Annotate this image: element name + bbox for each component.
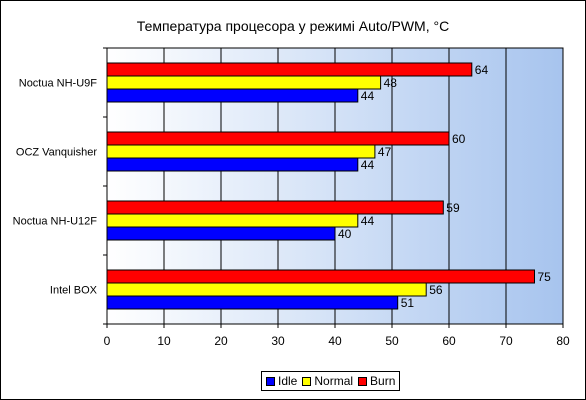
category-label: Noctua NH-U12F xyxy=(13,216,98,228)
x-tick-label: 40 xyxy=(328,334,342,348)
data-label: 64 xyxy=(475,63,489,77)
chart-legend: Idle Normal Burn xyxy=(261,371,401,391)
bar-idle xyxy=(106,88,359,103)
data-label: 40 xyxy=(338,227,352,241)
bar-normal xyxy=(106,213,359,228)
legend-label: Idle xyxy=(278,374,298,388)
legend-label: Burn xyxy=(370,374,396,388)
x-tick-label: 0 xyxy=(104,334,111,348)
bar-normal xyxy=(106,75,382,90)
legend-swatch xyxy=(266,376,275,386)
legend-swatch xyxy=(358,376,368,386)
data-label: 75 xyxy=(538,270,552,284)
x-tick-label: 20 xyxy=(214,334,228,348)
chart-title: Температура процесора у режимі Auto/PWM,… xyxy=(136,18,450,34)
legend-item-idle: Idle xyxy=(266,374,297,388)
bar-idle xyxy=(106,295,399,310)
data-label: 48 xyxy=(384,76,398,90)
x-tick-label: 50 xyxy=(385,334,399,348)
x-tick-label: 60 xyxy=(442,334,456,348)
legend-item-burn: Burn xyxy=(358,374,395,388)
data-label: 44 xyxy=(361,214,375,228)
x-tick-label: 80 xyxy=(556,334,570,348)
data-label: 56 xyxy=(429,283,443,297)
bar-burn xyxy=(106,200,444,215)
category-label: Noctua NH-U9F xyxy=(19,78,98,90)
x-tick-label: 30 xyxy=(271,334,285,348)
data-label: 59 xyxy=(446,201,460,215)
legend-label: Normal xyxy=(314,374,354,388)
x-tick-label: 70 xyxy=(499,334,513,348)
data-label: 60 xyxy=(452,132,466,146)
legend-swatch xyxy=(302,376,312,386)
legend-item-normal: Normal xyxy=(302,374,353,388)
data-label: 47 xyxy=(378,145,392,159)
bar-normal xyxy=(106,282,427,297)
bar-burn xyxy=(106,269,535,284)
x-tick-label: 10 xyxy=(157,334,171,348)
bar-idle xyxy=(106,226,336,241)
bar-idle xyxy=(106,157,359,172)
data-label: 44 xyxy=(361,89,375,103)
category-label: Intel BOX xyxy=(50,285,98,297)
bar-burn xyxy=(106,131,450,146)
data-label: 44 xyxy=(361,158,375,172)
data-label: 51 xyxy=(401,296,415,310)
bar-normal xyxy=(106,144,376,159)
category-label: OCZ Vanquisher xyxy=(16,147,97,159)
bar-burn xyxy=(106,62,473,77)
